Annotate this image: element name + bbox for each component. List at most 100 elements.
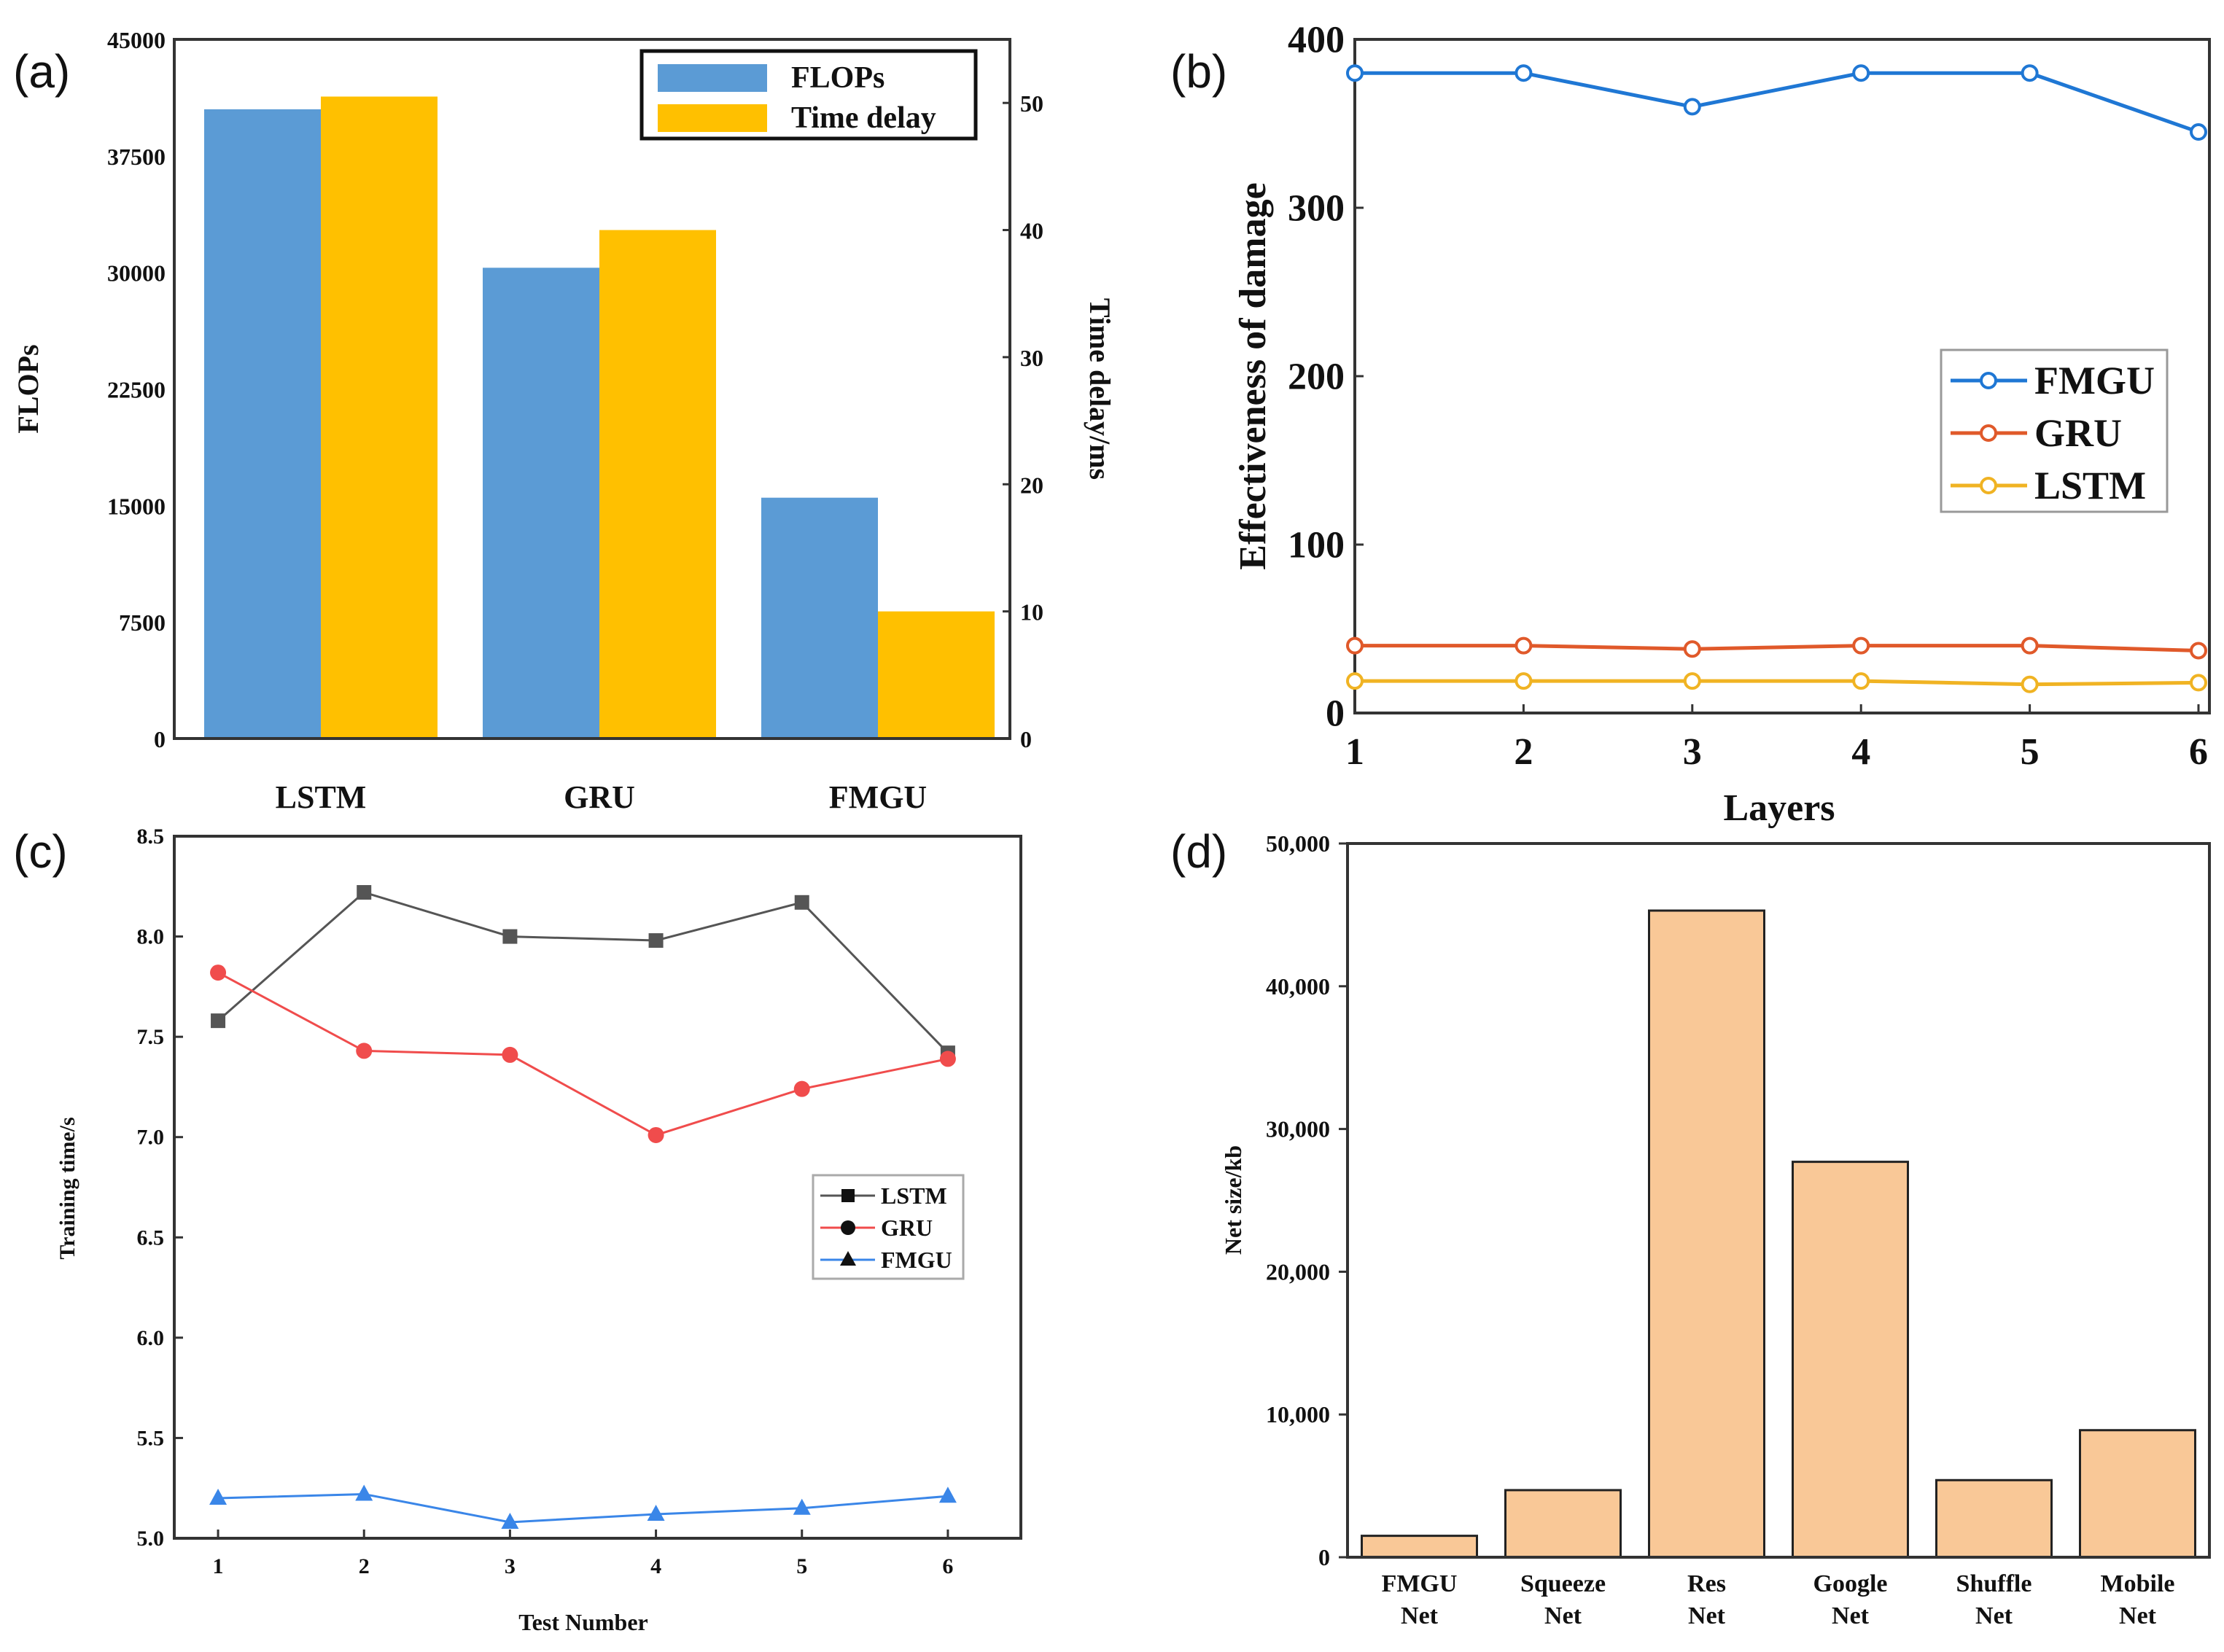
y-tick-label: 10,000 xyxy=(1266,1401,1330,1427)
legend-marker-1 xyxy=(1980,424,1997,442)
point-gru xyxy=(648,1126,664,1143)
point-gru xyxy=(356,1043,373,1059)
bar-time-delay-gru xyxy=(599,230,716,739)
y-tick-label: 200 xyxy=(1288,356,1345,397)
legend-label: GRU xyxy=(2034,411,2122,455)
y-tick-label: 7.0 xyxy=(137,1126,165,1150)
point-gru xyxy=(1852,636,1870,655)
x-tick-label: 6 xyxy=(2189,731,2208,773)
point-gru xyxy=(2190,642,2207,660)
bar-time-delay-lstm xyxy=(321,96,438,739)
x-tick-label: Net xyxy=(1544,1602,1582,1629)
plot-frame xyxy=(1346,842,2211,1559)
y-tick-label: 40,000 xyxy=(1266,973,1330,1000)
y-axis-label: Training time/s xyxy=(55,1117,79,1259)
x-tick-label: Squeeze xyxy=(1520,1570,1606,1597)
x-axis-label: Test Number xyxy=(518,1609,648,1635)
y-tick-label: 0 xyxy=(1326,693,1345,734)
y-tick-label: 37500 xyxy=(107,144,166,170)
y-tick-label: 6.5 xyxy=(137,1226,165,1250)
point-gru xyxy=(2021,636,2039,655)
x-tick-label: 1 xyxy=(1345,731,1364,773)
legend-swatch-0 xyxy=(658,64,767,92)
y-tick-label: 30,000 xyxy=(1266,1116,1330,1142)
legend-label: FLOPs xyxy=(791,61,884,95)
line-gru xyxy=(217,971,949,1137)
point-fmgu xyxy=(355,1484,373,1501)
point-gru xyxy=(1346,636,1364,655)
y-tick-label: 22500 xyxy=(107,377,166,403)
x-tick-label: 1 xyxy=(213,1554,224,1578)
line-fmgu xyxy=(1355,71,2199,134)
y-tick-label: 5.5 xyxy=(137,1426,165,1450)
point-fmgu xyxy=(647,1504,665,1521)
point-lstm xyxy=(502,929,518,944)
y2-tick-label: 50 xyxy=(1020,90,1043,117)
y2-tick-label: 30 xyxy=(1020,345,1043,371)
legend-swatch-1 xyxy=(658,104,767,132)
point-lstm xyxy=(211,1013,226,1029)
y-tick-label: 0 xyxy=(154,726,166,752)
legend-marker-2 xyxy=(840,1251,856,1266)
bar-shuffle-net xyxy=(1935,1478,2053,1559)
y-axis-label: Net size/kb xyxy=(1220,1145,1246,1255)
y2-tick-label: 20 xyxy=(1020,472,1043,498)
y-tick-label: 0 xyxy=(1318,1544,1330,1570)
line-fmgu xyxy=(218,1492,949,1524)
panel-label-b: (b) xyxy=(1170,45,1227,98)
bar-flops-fmgu xyxy=(761,497,878,739)
y-tick-label: 8.0 xyxy=(137,925,165,949)
panel-label-c: (c) xyxy=(13,825,68,878)
y-tick-label: 15000 xyxy=(107,493,166,519)
bar-res-net xyxy=(1648,909,1765,1559)
bar-squeeze-net xyxy=(1504,1489,1622,1559)
x-tick-label: 4 xyxy=(650,1554,661,1578)
y-tick-label: 400 xyxy=(1288,19,1345,61)
point-fmgu xyxy=(2021,64,2039,82)
legend-label: Time delay xyxy=(791,101,936,135)
x-tick-label: Net xyxy=(1401,1602,1439,1629)
point-fmgu xyxy=(1515,64,1533,82)
y2-axis-label: Time delay/ms xyxy=(1084,298,1116,480)
x-tick-label: GRU xyxy=(564,779,635,815)
legend-marker-0 xyxy=(841,1189,855,1202)
x-tick-label: FMGU xyxy=(829,779,927,815)
line-lstm xyxy=(1355,679,2199,687)
point-gru xyxy=(793,1080,810,1097)
x-tick-label: 2 xyxy=(1514,731,1533,773)
point-fmgu xyxy=(1852,64,1870,82)
legend-label: FMGU xyxy=(2034,359,2155,402)
bar-fmgu-net xyxy=(1361,1535,1478,1559)
point-lstm xyxy=(2021,675,2039,693)
point-lstm xyxy=(2190,674,2207,692)
point-fmgu xyxy=(1683,98,1701,116)
x-tick-label: 3 xyxy=(1683,731,1702,773)
y-axis-label: FLOPs xyxy=(12,344,44,433)
x-tick-label: FMGU xyxy=(1382,1570,1458,1597)
x-tick-label: Mobile xyxy=(2101,1570,2175,1597)
x-tick-label: 5 xyxy=(2021,731,2040,773)
x-tick-label: 5 xyxy=(796,1554,807,1578)
y-tick-label: 50,000 xyxy=(1266,830,1330,857)
point-gru xyxy=(1683,640,1701,658)
point-fmgu xyxy=(209,1488,228,1505)
bar-mobile-net xyxy=(2079,1429,2196,1559)
x-tick-label: Net xyxy=(1688,1602,1726,1629)
point-fmgu xyxy=(1346,64,1364,82)
point-fmgu xyxy=(501,1512,519,1529)
plot-frame xyxy=(173,38,1011,740)
y2-tick-label: 0 xyxy=(1020,726,1032,752)
point-gru xyxy=(502,1046,518,1063)
y-tick-label: 7500 xyxy=(119,609,166,636)
point-gru xyxy=(210,965,227,981)
legend-marker-1 xyxy=(841,1220,855,1235)
x-tick-label: 6 xyxy=(942,1554,953,1578)
bar-time-delay-fmgu xyxy=(878,611,995,739)
y2-tick-label: 10 xyxy=(1020,599,1043,626)
point-fmgu xyxy=(793,1498,811,1515)
point-lstm xyxy=(1852,672,1870,690)
line-lstm xyxy=(217,891,949,1054)
x-tick-label: 4 xyxy=(1851,731,1870,773)
legend-label: GRU xyxy=(881,1215,933,1241)
bar-flops-lstm xyxy=(204,109,321,739)
